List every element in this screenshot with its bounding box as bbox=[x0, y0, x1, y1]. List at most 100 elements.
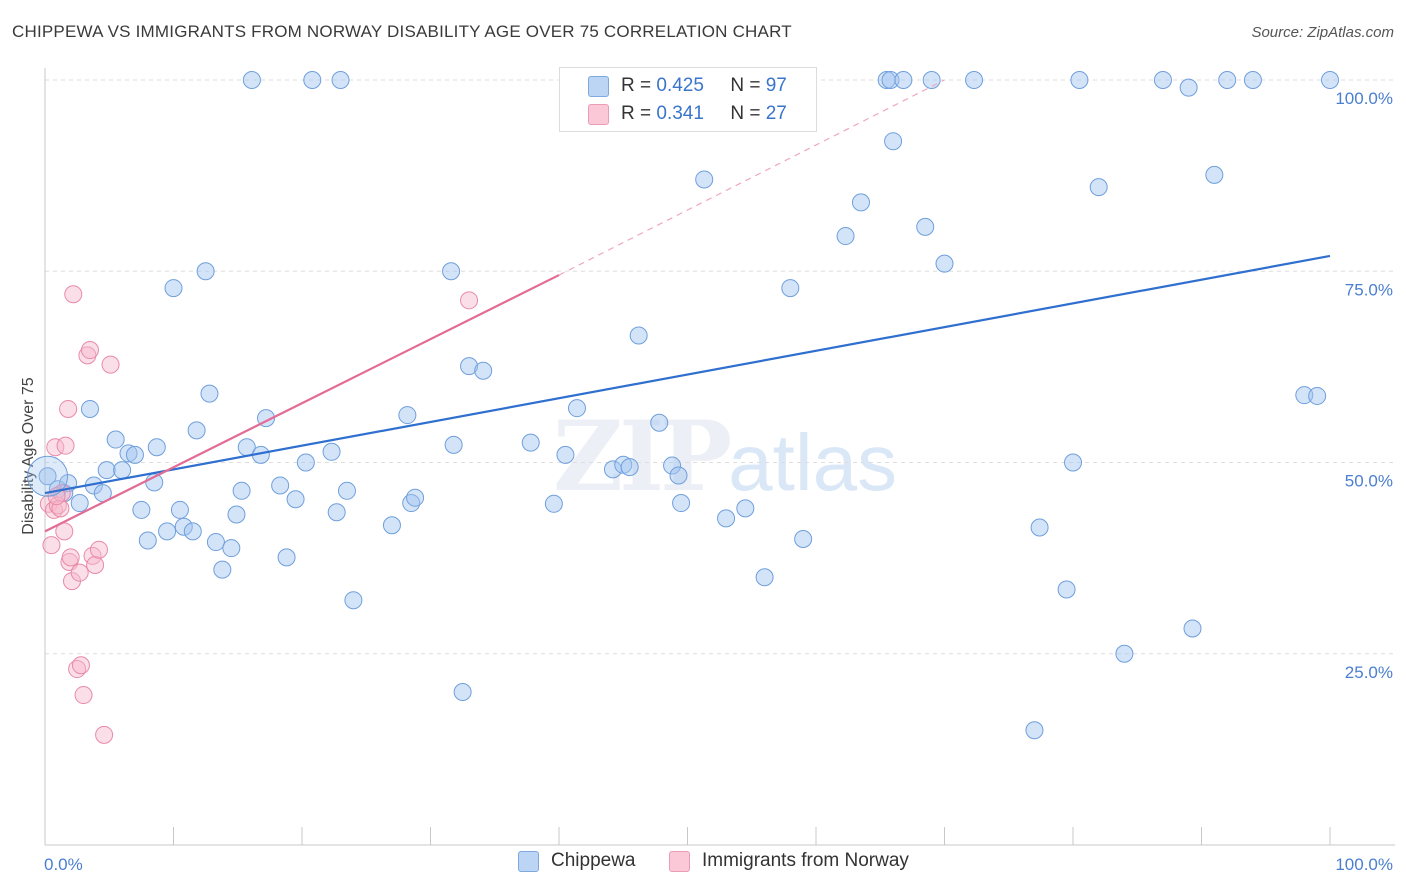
point-chippewa-91 bbox=[1205, 165, 1224, 184]
point-chippewa-9 bbox=[106, 430, 125, 449]
point-chippewa-7 bbox=[80, 399, 99, 418]
point-chippewa-61 bbox=[650, 413, 669, 432]
point-chippewa-10 bbox=[113, 461, 132, 480]
point-chippewa-22 bbox=[187, 421, 206, 440]
point-chippewa-82 bbox=[1030, 518, 1049, 537]
point-chippewa-53 bbox=[521, 433, 540, 452]
point-chippewa-48 bbox=[442, 262, 461, 281]
point-chippewa-67 bbox=[736, 499, 755, 518]
point-norway-8 bbox=[56, 436, 75, 455]
point-chippewa-51 bbox=[460, 357, 479, 376]
legend-stats-chippewa: R = 0.425 N = 97 bbox=[621, 75, 787, 96]
point-chippewa-72 bbox=[851, 193, 870, 212]
point-norway-16 bbox=[71, 656, 90, 675]
legend-item-norway[interactable]: Immigrants from Norway bbox=[669, 850, 909, 872]
point-chippewa-17 bbox=[158, 522, 177, 541]
legend-label-norway: Immigrants from Norway bbox=[702, 850, 909, 871]
point-chippewa-95 bbox=[1308, 386, 1327, 405]
point-chippewa-37 bbox=[303, 71, 322, 89]
point-chippewa-35 bbox=[277, 548, 296, 567]
point-chippewa-93 bbox=[1243, 71, 1262, 89]
point-chippewa-90 bbox=[1183, 619, 1202, 638]
point-chippewa-38 bbox=[296, 453, 315, 472]
point-chippewa-74 bbox=[881, 71, 900, 89]
point-norway-5 bbox=[51, 499, 70, 518]
y-tick-label-50: 50.0% bbox=[1345, 472, 1393, 491]
point-chippewa-47 bbox=[406, 488, 425, 507]
point-norway-21 bbox=[86, 556, 105, 575]
watermark-atlas: atlas bbox=[728, 418, 898, 507]
point-norway-15 bbox=[70, 563, 89, 582]
point-chippewa-87 bbox=[1115, 644, 1134, 663]
point-chippewa-52 bbox=[474, 361, 493, 380]
point-chippewa-0 bbox=[38, 467, 57, 486]
trendline-norway bbox=[44, 274, 560, 533]
point-chippewa-69 bbox=[781, 279, 800, 298]
point-chippewa-92 bbox=[1218, 71, 1237, 89]
point-chippewa-49 bbox=[444, 435, 463, 454]
point-chippewa-34 bbox=[271, 476, 290, 495]
point-chippewa-96 bbox=[1321, 71, 1339, 89]
point-chippewa-45 bbox=[398, 406, 417, 425]
chart-title: CHIPPEWA VS IMMIGRANTS FROM NORWAY DISAB… bbox=[12, 22, 792, 41]
y-tick-label-25: 25.0% bbox=[1345, 663, 1393, 682]
point-chippewa-4 bbox=[70, 494, 89, 513]
point-chippewa-43 bbox=[344, 591, 363, 610]
point-chippewa-20 bbox=[174, 517, 193, 536]
point-chippewa-44 bbox=[382, 516, 401, 535]
point-chippewa-68 bbox=[755, 568, 774, 587]
point-chippewa-25 bbox=[206, 533, 225, 552]
point-chippewa-59 bbox=[620, 458, 639, 477]
point-norway-24 bbox=[101, 355, 120, 374]
point-norway-9 bbox=[59, 399, 78, 418]
series-legend: Chippewa Immigrants from Norway bbox=[0, 850, 1406, 880]
point-chippewa-30 bbox=[242, 71, 261, 89]
point-chippewa-28 bbox=[227, 505, 246, 524]
y-tick-label-75: 75.0% bbox=[1345, 280, 1393, 299]
y-axis-label: Disability Age Over 75 bbox=[20, 377, 37, 535]
point-chippewa-56 bbox=[567, 399, 586, 418]
point-chippewa-76 bbox=[894, 71, 913, 89]
point-chippewa-66 bbox=[717, 509, 736, 528]
point-chippewa-88 bbox=[1153, 71, 1172, 89]
source-label: Source: ZipAtlas.com bbox=[1251, 24, 1394, 41]
point-chippewa-27 bbox=[222, 539, 241, 558]
point-chippewa-94 bbox=[1295, 386, 1314, 405]
stats-legend: R = 0.425 N = 97 R = 0.341 N = 27 bbox=[559, 67, 817, 132]
point-chippewa-26 bbox=[213, 560, 232, 579]
point-chippewa-86 bbox=[1089, 178, 1108, 197]
point-chippewa-70 bbox=[794, 530, 813, 548]
point-chippewa-60 bbox=[629, 326, 648, 345]
point-norway-11 bbox=[61, 548, 80, 567]
legend-item-chippewa[interactable]: Chippewa bbox=[518, 850, 636, 872]
point-norway-4 bbox=[48, 496, 67, 515]
point-chippewa-41 bbox=[331, 71, 350, 89]
point-norway-25 bbox=[460, 291, 479, 310]
point-norway-1 bbox=[42, 536, 61, 555]
point-chippewa-80 bbox=[965, 71, 984, 89]
point-chippewa-77 bbox=[916, 217, 935, 236]
point-chippewa-8 bbox=[97, 461, 116, 480]
point-chippewa-13 bbox=[132, 500, 151, 519]
point-chippewa-29 bbox=[232, 481, 251, 500]
point-chippewa-54 bbox=[544, 494, 563, 513]
point-chippewa-cluster bbox=[27, 455, 69, 497]
legend-stats-norway: R = 0.341 N = 27 bbox=[621, 103, 787, 124]
point-chippewa-18 bbox=[164, 279, 183, 298]
point-chippewa-19 bbox=[170, 500, 189, 519]
point-norway-0 bbox=[39, 494, 58, 513]
point-chippewa-12 bbox=[125, 445, 144, 464]
point-chippewa-71 bbox=[836, 227, 855, 246]
point-chippewa-21 bbox=[183, 522, 202, 541]
point-chippewa-11 bbox=[119, 444, 138, 463]
point-norway-23 bbox=[95, 725, 114, 744]
point-norway-19 bbox=[80, 341, 99, 360]
trendline-chippewa bbox=[44, 254, 1331, 495]
point-norway-17 bbox=[74, 686, 93, 705]
point-chippewa-39 bbox=[322, 442, 341, 461]
point-chippewa-83 bbox=[1057, 580, 1076, 599]
point-chippewa-42 bbox=[337, 481, 356, 500]
point-norway-13 bbox=[64, 285, 83, 304]
point-chippewa-40 bbox=[327, 503, 346, 522]
point-chippewa-64 bbox=[672, 494, 691, 513]
